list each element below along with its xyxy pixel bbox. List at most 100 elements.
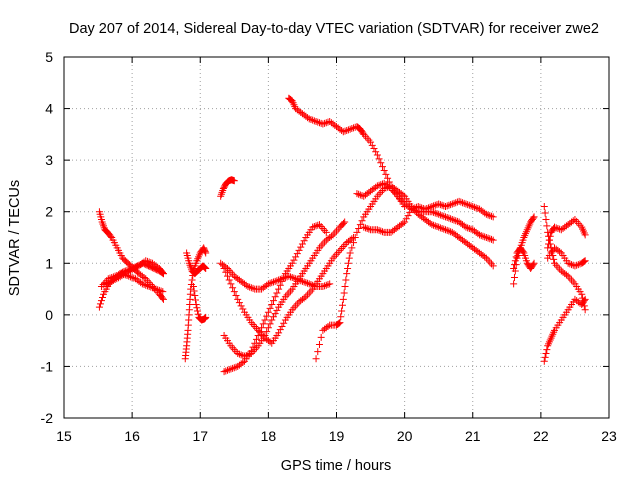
data-point (312, 222, 320, 230)
data-point (222, 367, 230, 375)
data-point (227, 280, 235, 288)
data-point (396, 194, 404, 202)
data-point (545, 236, 553, 244)
data-point (556, 225, 564, 233)
data-point (271, 310, 279, 318)
data-point (445, 227, 453, 235)
data-point (551, 259, 558, 267)
data-point (487, 260, 495, 268)
data-point (305, 115, 313, 123)
series-arc-c (97, 270, 167, 296)
data-point (263, 312, 271, 320)
data-point (276, 281, 284, 289)
chart-title: Day 207 of 2014, Sidereal Day-to-day VTE… (69, 21, 599, 37)
data-point (334, 320, 342, 328)
data-point (462, 200, 470, 208)
data-point (229, 344, 237, 352)
data-point (510, 264, 518, 272)
data-point (202, 313, 210, 321)
data-point (273, 306, 281, 314)
data-point (573, 261, 581, 269)
series-arc-q (510, 213, 538, 288)
x-tick-label: 23 (601, 428, 617, 444)
series-arc-d (101, 257, 167, 288)
data-point (484, 256, 492, 264)
data-point (452, 217, 460, 225)
data-point (338, 301, 346, 309)
data-point (229, 364, 237, 372)
data-point (442, 203, 449, 211)
data-point (465, 224, 473, 232)
data-point (138, 280, 146, 288)
data-point (367, 138, 375, 146)
data-point (126, 273, 134, 281)
data-point (464, 224, 472, 232)
y-tick-label: 2 (45, 204, 53, 220)
data-point (455, 197, 463, 205)
data-point (337, 313, 345, 321)
data-point (365, 225, 373, 233)
data-point (373, 182, 381, 190)
data-point (401, 218, 409, 226)
data-point (562, 271, 570, 279)
data-point (237, 302, 245, 310)
data-point (304, 291, 312, 299)
data-point (377, 188, 385, 196)
data-point (224, 272, 231, 280)
data-point (275, 329, 283, 337)
data-point (581, 295, 589, 303)
data-point (304, 279, 312, 287)
data-point (443, 226, 451, 234)
data-point (443, 214, 451, 222)
data-point (224, 366, 231, 374)
data-point (339, 219, 347, 227)
data-point (433, 223, 441, 231)
data-point (550, 255, 558, 263)
data-point (482, 234, 490, 241)
data-point (271, 277, 279, 285)
data-point (321, 282, 329, 290)
data-point (154, 286, 162, 294)
data-point (399, 191, 407, 199)
data-point (321, 238, 329, 246)
data-point (484, 211, 492, 219)
data-point (440, 212, 448, 220)
data-point (476, 231, 484, 239)
series-arc-l (220, 234, 358, 347)
data-point (200, 263, 208, 271)
data-point (130, 265, 138, 273)
data-point (416, 203, 424, 211)
data-point (445, 214, 453, 222)
data-point (106, 278, 114, 286)
data-point (293, 300, 301, 308)
data-point (338, 244, 346, 252)
data-point (335, 319, 343, 327)
data-point (372, 148, 380, 156)
data-point (266, 320, 274, 328)
data-point (452, 199, 460, 207)
data-point (571, 262, 579, 270)
data-point (529, 261, 537, 269)
data-point (569, 278, 577, 286)
data-point (229, 270, 237, 278)
data-points (95, 94, 589, 376)
data-point (487, 235, 495, 243)
x-tick-label: 16 (124, 428, 140, 444)
data-point (529, 214, 537, 222)
data-point (389, 186, 397, 194)
data-point (266, 338, 274, 346)
data-point (510, 280, 518, 288)
data-point (132, 264, 140, 272)
data-point (307, 281, 315, 289)
data-point (578, 290, 586, 298)
data-point (477, 232, 485, 240)
series-arc-t (540, 295, 589, 365)
data-point (406, 208, 414, 216)
data-point (273, 277, 281, 285)
data-point (147, 283, 155, 291)
data-point (193, 304, 201, 312)
y-tick-label: 4 (45, 101, 53, 117)
data-point (288, 273, 296, 281)
data-point (370, 145, 378, 153)
